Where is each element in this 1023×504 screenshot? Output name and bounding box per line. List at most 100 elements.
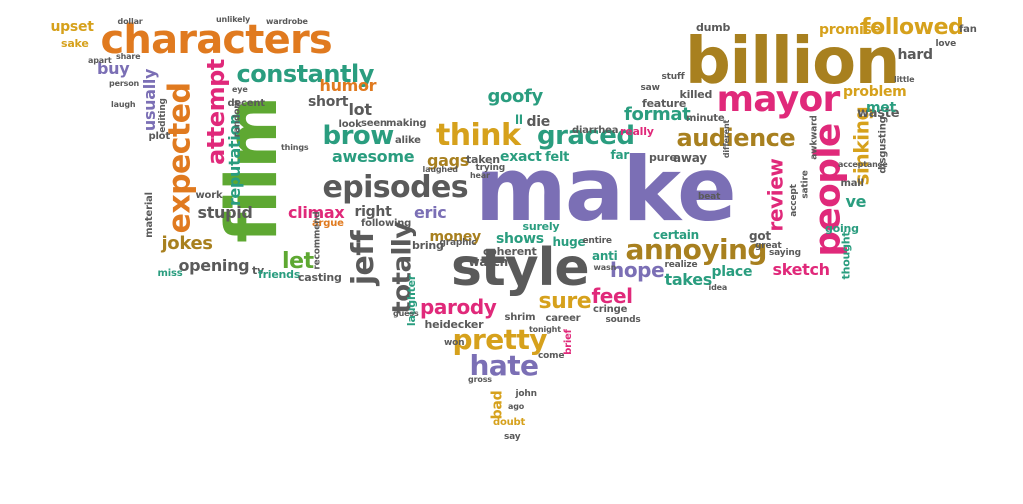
cloud-word-little: little bbox=[894, 75, 915, 84]
cloud-word-met: met bbox=[866, 100, 896, 116]
cloud-word-realize: realize bbox=[664, 259, 698, 270]
cloud-word-awkward: awkward bbox=[809, 114, 820, 160]
cloud-word-audience: audience bbox=[676, 124, 796, 152]
cloud-word-awesome: awesome bbox=[332, 147, 415, 166]
cloud-word-say: say bbox=[504, 431, 521, 442]
cloud-word-john: john bbox=[515, 388, 538, 399]
cloud-word-share: share bbox=[116, 52, 141, 61]
cloud-word-wardrobe: wardrobe bbox=[266, 17, 308, 26]
cloud-word-takes: takes bbox=[664, 270, 713, 289]
cloud-word-right: right bbox=[354, 204, 392, 220]
cloud-word-felt: felt bbox=[545, 149, 570, 165]
cloud-word-beat: beat bbox=[698, 191, 721, 202]
cloud-word-hear: hear bbox=[470, 171, 490, 180]
cloud-word-stupid: stupid bbox=[197, 203, 253, 222]
cloud-word-cringe: cringe bbox=[593, 304, 628, 315]
cloud-word-satire: satire bbox=[800, 169, 811, 199]
cloud-word-different: different bbox=[722, 119, 732, 159]
cloud-word-mayor: mayor bbox=[716, 79, 841, 120]
cloud-word-taken: taken bbox=[466, 152, 500, 166]
cloud-word-great: great bbox=[755, 240, 782, 251]
cloud-word-gross: gross bbox=[468, 375, 492, 384]
cloud-word-surely: surely bbox=[522, 219, 560, 233]
cloud-word-tv: tv bbox=[252, 263, 264, 277]
cloud-word-promise: promise bbox=[819, 22, 881, 38]
cloud-word-shows: shows bbox=[496, 231, 544, 247]
cloud-word-material: material bbox=[143, 192, 155, 238]
cloud-word-eye: eye bbox=[232, 85, 248, 94]
cloud-word-miss: miss bbox=[157, 268, 183, 279]
cloud-word-goofy: goofy bbox=[487, 86, 544, 107]
cloud-word-dollar: dollar bbox=[117, 17, 143, 26]
cloud-word-plot: plot bbox=[148, 131, 171, 142]
cloud-word-hard: hard bbox=[897, 47, 934, 63]
cloud-word-feel: feel bbox=[591, 284, 633, 308]
cloud-word-ve: ve bbox=[845, 192, 867, 211]
cloud-word-coherent: coherent bbox=[483, 244, 537, 258]
cloud-word-trying: trying bbox=[475, 162, 506, 173]
cloud-word-sure: sure bbox=[538, 289, 592, 314]
cloud-word-shrim: shrim bbox=[504, 312, 536, 323]
cloud-word-make: make bbox=[475, 138, 737, 241]
cloud-word-money: money bbox=[429, 229, 482, 245]
cloud-word-pretty: pretty bbox=[452, 323, 548, 356]
cloud-word-following: following bbox=[361, 218, 412, 229]
cloud-word-really: really bbox=[620, 124, 654, 138]
cloud-word-laugh: laugh bbox=[111, 100, 136, 109]
cloud-word-short: short bbox=[308, 94, 349, 110]
cloud-word-come: come bbox=[538, 350, 565, 361]
cloud-word-things: things bbox=[281, 143, 309, 152]
cloud-word-won: won bbox=[444, 337, 465, 348]
cloud-word-sake: sake bbox=[61, 36, 89, 50]
cloud-word-style: style bbox=[451, 238, 590, 298]
cloud-word-friends: friends bbox=[258, 267, 301, 281]
cloud-word-format: format bbox=[624, 104, 691, 125]
cloud-word-exact: exact bbox=[500, 149, 542, 165]
cloud-word-eric: eric bbox=[414, 203, 447, 222]
cloud-word-ll: ll bbox=[515, 113, 523, 127]
cloud-word-upset: upset bbox=[50, 19, 94, 35]
cloud-word-minute: minute bbox=[686, 113, 725, 124]
cloud-word-accept: accept bbox=[788, 183, 799, 217]
cloud-word-jeff: jeff bbox=[346, 230, 382, 286]
cloud-word-characters: characters bbox=[100, 17, 333, 63]
cloud-word-waste: waste bbox=[857, 105, 900, 121]
cloud-word-seen: seen bbox=[361, 118, 387, 129]
cloud-word-random: random bbox=[232, 99, 243, 137]
cloud-word-far: far bbox=[610, 148, 630, 162]
cloud-word-brief: brief bbox=[562, 329, 574, 355]
cloud-word-wasn: wasn bbox=[593, 263, 617, 272]
cloud-word-hope: hope bbox=[610, 258, 665, 282]
cloud-word-fan: fan bbox=[959, 24, 977, 35]
cloud-word-problem: problem bbox=[843, 84, 907, 100]
cloud-word-making: making bbox=[386, 118, 427, 129]
cloud-word-acceptance: acceptance bbox=[838, 160, 888, 169]
cloud-word-pure: pure bbox=[649, 150, 677, 164]
cloud-word-doubt: doubt bbox=[493, 417, 526, 428]
cloud-word-guess: guess bbox=[393, 309, 419, 318]
cloud-word-editing: editing bbox=[157, 97, 168, 133]
cloud-word-thought: thought bbox=[839, 231, 853, 279]
cloud-word-place: place bbox=[711, 264, 753, 280]
cloud-word-followed: followed bbox=[861, 15, 964, 40]
cloud-word-constantly: constantly bbox=[236, 60, 375, 88]
cloud-word-anti: anti bbox=[592, 249, 618, 263]
cloud-word-alike: alike bbox=[395, 135, 421, 146]
cloud-word-recommend: recommend bbox=[312, 210, 323, 270]
cloud-word-heidecker: heidecker bbox=[424, 317, 484, 331]
cloud-word-feature: feature bbox=[642, 96, 687, 110]
cloud-word-graphic: graphic bbox=[439, 237, 477, 248]
cloud-word-tonight: tonight bbox=[529, 325, 561, 334]
cloud-word-idea: idea bbox=[708, 283, 728, 292]
cloud-word-brow: brow bbox=[322, 121, 395, 151]
cloud-word-let: let bbox=[282, 249, 314, 274]
cloud-word-humor: humor bbox=[319, 76, 377, 95]
cloud-word-saw: saw bbox=[640, 82, 660, 93]
cloud-word-episodes: episodes bbox=[322, 170, 469, 205]
cloud-word-going: going bbox=[825, 221, 859, 235]
cloud-word-argue: argue bbox=[312, 218, 344, 229]
cloud-word-bring: bring bbox=[412, 238, 444, 252]
cloud-word-watch: watch bbox=[468, 255, 509, 269]
cloud-word-decent: decent bbox=[227, 98, 266, 109]
